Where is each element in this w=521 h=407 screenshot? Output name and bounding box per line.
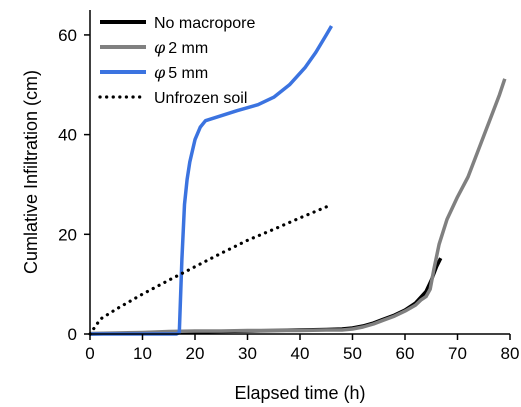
phi-symbol: φ (154, 38, 166, 57)
series-line-3 (88, 205, 328, 336)
x-axis-label: Elapsed time (h) (234, 383, 365, 403)
axes-layer (89, 10, 510, 335)
series-layer (88, 25, 507, 336)
x-tick-label: 30 (238, 344, 257, 363)
tick-layer: 0 10 20 30 40 50 60 70 80 0 20 40 60 (58, 26, 519, 363)
x-tick-label: 70 (448, 344, 467, 363)
x-tick-label: 60 (396, 344, 415, 363)
x-tick-label: 40 (291, 344, 310, 363)
series-line-0 (89, 257, 443, 336)
series-line-1 (89, 78, 507, 336)
x-tick-label: 20 (186, 344, 205, 363)
legend-label-0: No macropore (154, 15, 255, 32)
y-tick-label: 20 (58, 225, 77, 244)
y-axis-label: Cumlative Infiltration (cm) (21, 70, 41, 274)
y-tick-label: 60 (58, 26, 77, 45)
y-tick-label: 40 (58, 126, 77, 145)
phi-symbol: φ (154, 63, 166, 82)
x-tick-label: 0 (85, 344, 94, 363)
x-tick-label: 50 (343, 344, 362, 363)
legend-label-3: Unfrozen soil (154, 90, 247, 107)
x-tick-label: 10 (133, 344, 152, 363)
x-tick-label: 80 (501, 344, 520, 363)
y-tick-label: 0 (68, 325, 77, 344)
legend: No macropore φ 2 mm φ 5 mm Unfrozen soil (98, 15, 255, 107)
